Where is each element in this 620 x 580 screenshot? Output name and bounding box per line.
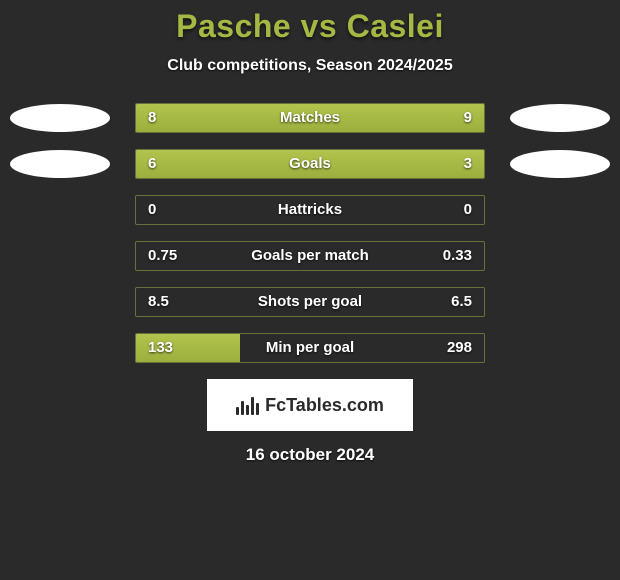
stat-value-left: 8.5 — [148, 287, 169, 317]
stat-value-left: 6 — [148, 149, 156, 179]
stat-row: 00Hattricks — [0, 195, 620, 225]
stat-row: 8.56.5Shots per goal — [0, 287, 620, 317]
stat-row: 133298Min per goal — [0, 333, 620, 363]
page-subtitle: Club competitions, Season 2024/2025 — [0, 57, 620, 75]
stat-value-left: 0.75 — [148, 241, 177, 271]
stat-row: 63Goals — [0, 149, 620, 179]
stat-value-right: 6.5 — [451, 287, 472, 317]
bar-fill-left — [136, 150, 484, 178]
bar-track — [135, 333, 485, 363]
player-badge-right — [510, 150, 610, 178]
footer-date: 16 october 2024 — [0, 445, 620, 465]
player-badge-right — [510, 104, 610, 132]
stat-value-right: 3 — [464, 149, 472, 179]
bar-track — [135, 149, 485, 179]
stats-rows: 89Matches63Goals00Hattricks0.750.33Goals… — [0, 103, 620, 363]
stat-row: 89Matches — [0, 103, 620, 133]
stat-value-left: 8 — [148, 103, 156, 133]
bar-track — [135, 103, 485, 133]
page-title: Pasche vs Caslei — [0, 8, 620, 45]
stat-value-right: 0 — [464, 195, 472, 225]
stat-value-left: 0 — [148, 195, 156, 225]
player-badge-left — [10, 104, 110, 132]
bar-chart-icon — [236, 395, 259, 415]
logo-text: FcTables.com — [265, 395, 384, 416]
bar-track — [135, 241, 485, 271]
stat-value-left: 133 — [148, 333, 173, 363]
stat-value-right: 0.33 — [443, 241, 472, 271]
stat-value-right: 298 — [447, 333, 472, 363]
bar-fill-left — [136, 104, 380, 132]
bar-track — [135, 287, 485, 317]
fctables-logo: FcTables.com — [207, 379, 413, 431]
comparison-infographic: Pasche vs Caslei Club competitions, Seas… — [0, 0, 620, 580]
bar-track — [135, 195, 485, 225]
player-badge-left — [10, 150, 110, 178]
stat-row: 0.750.33Goals per match — [0, 241, 620, 271]
stat-value-right: 9 — [464, 103, 472, 133]
